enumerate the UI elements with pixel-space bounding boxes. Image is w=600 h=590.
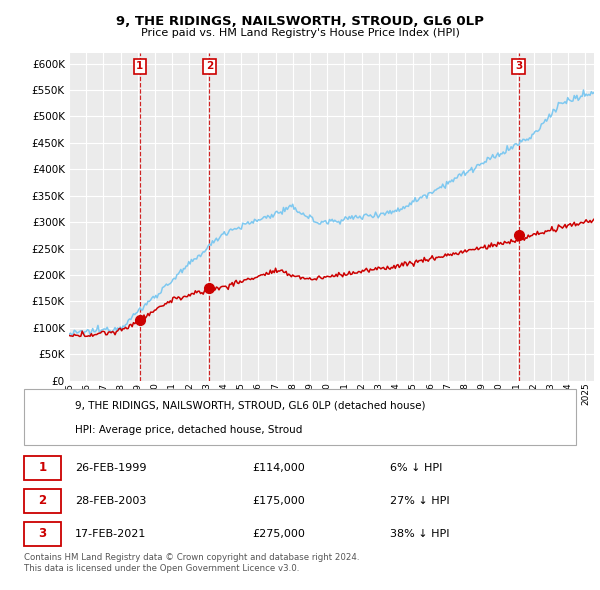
Text: HPI: Average price, detached house, Stroud: HPI: Average price, detached house, Stro… — [75, 425, 302, 435]
Text: 9, THE RIDINGS, NAILSWORTH, STROUD, GL6 0LP (detached house): 9, THE RIDINGS, NAILSWORTH, STROUD, GL6 … — [75, 400, 425, 410]
Text: 17-FEB-2021: 17-FEB-2021 — [75, 529, 146, 539]
Text: 3: 3 — [515, 61, 522, 71]
Text: 1: 1 — [38, 461, 47, 474]
Text: 26-FEB-1999: 26-FEB-1999 — [75, 463, 146, 473]
Text: 3: 3 — [38, 527, 47, 540]
Text: 28-FEB-2003: 28-FEB-2003 — [75, 496, 146, 506]
Text: £175,000: £175,000 — [252, 496, 305, 506]
Text: 38% ↓ HPI: 38% ↓ HPI — [390, 529, 449, 539]
Text: 6% ↓ HPI: 6% ↓ HPI — [390, 463, 442, 473]
Text: £275,000: £275,000 — [252, 529, 305, 539]
Text: 27% ↓ HPI: 27% ↓ HPI — [390, 496, 449, 506]
Text: Price paid vs. HM Land Registry's House Price Index (HPI): Price paid vs. HM Land Registry's House … — [140, 28, 460, 38]
Text: 9, THE RIDINGS, NAILSWORTH, STROUD, GL6 0LP: 9, THE RIDINGS, NAILSWORTH, STROUD, GL6 … — [116, 15, 484, 28]
Text: 1: 1 — [136, 61, 143, 71]
Text: £114,000: £114,000 — [252, 463, 305, 473]
Text: 2: 2 — [206, 61, 213, 71]
Text: 2: 2 — [38, 494, 47, 507]
Text: Contains HM Land Registry data © Crown copyright and database right 2024.
This d: Contains HM Land Registry data © Crown c… — [24, 553, 359, 573]
